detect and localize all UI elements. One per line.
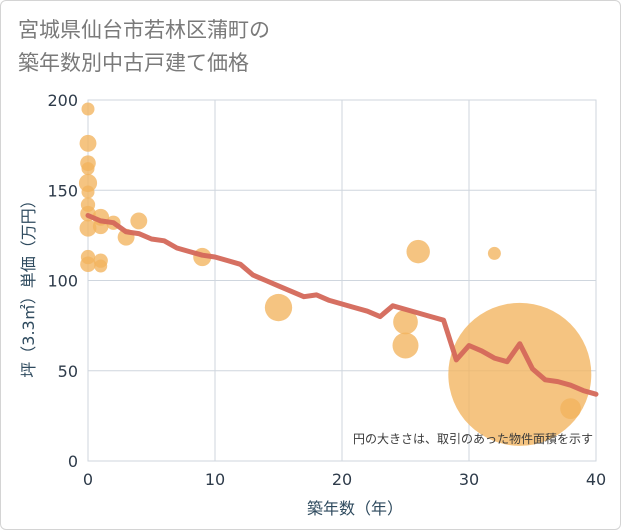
x-tick-label: 40 [586, 470, 606, 489]
y-axis-label: 坪（3.3㎡）単価（万円） [19, 192, 38, 377]
size-annotation: 円の大きさは、取引のあった物件面積を示す [353, 431, 593, 446]
x-tick-label: 10 [205, 470, 225, 489]
y-tick-label: 50 [58, 362, 78, 381]
y-tick-label: 150 [47, 181, 78, 200]
bubble-point [392, 332, 419, 359]
chart-title-line-2: 築年数別中古戸建て価格 [18, 51, 249, 75]
x-tick-label: 0 [83, 470, 93, 489]
average-line-series [85, 213, 599, 397]
bubble-point [448, 302, 592, 446]
bubble-point [393, 309, 418, 335]
chart-title: 宮城県仙台市若林区蒲町の 築年数別中古戸建て価格 [18, 14, 270, 80]
bubble-point [79, 134, 97, 152]
x-tick-label: 20 [332, 470, 352, 489]
bubble-point [81, 102, 95, 116]
y-axis-ticks: 0 50 100 150 200 [47, 91, 78, 471]
bubble-point [81, 162, 95, 176]
bubble-point [406, 239, 430, 264]
bubble-point [264, 293, 293, 322]
bubble-point [94, 259, 108, 273]
chart-title-line-1: 宮城県仙台市若林区蒲町の [18, 18, 270, 42]
x-tick-label: 30 [459, 470, 479, 489]
bubble-point [130, 212, 148, 230]
x-axis-label: 築年数（年） [307, 499, 403, 518]
bubble-point [487, 246, 501, 260]
average-price-line [85, 213, 599, 397]
bubble-point [80, 256, 96, 273]
bubble-point [81, 185, 95, 199]
y-tick-label: 100 [47, 272, 78, 291]
bubble-point [560, 398, 581, 420]
y-tick-label: 200 [47, 91, 78, 110]
y-tick-label: 0 [68, 452, 78, 471]
bubble-point [79, 219, 97, 237]
x-axis-ticks: 0 10 20 30 40 [83, 470, 606, 489]
